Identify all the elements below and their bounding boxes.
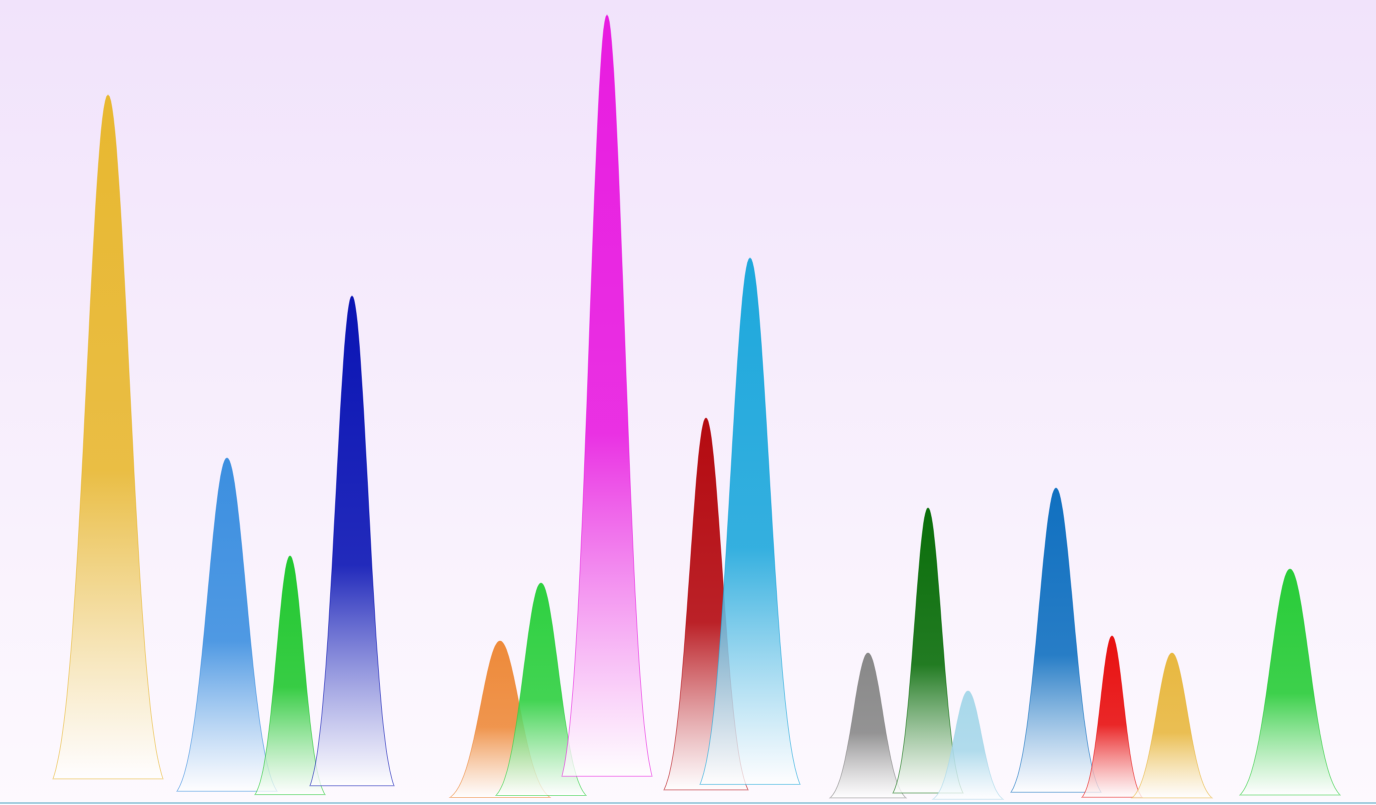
chart xyxy=(0,0,1376,805)
page: (() => { const data = JSON.parse(documen… xyxy=(0,0,1376,805)
